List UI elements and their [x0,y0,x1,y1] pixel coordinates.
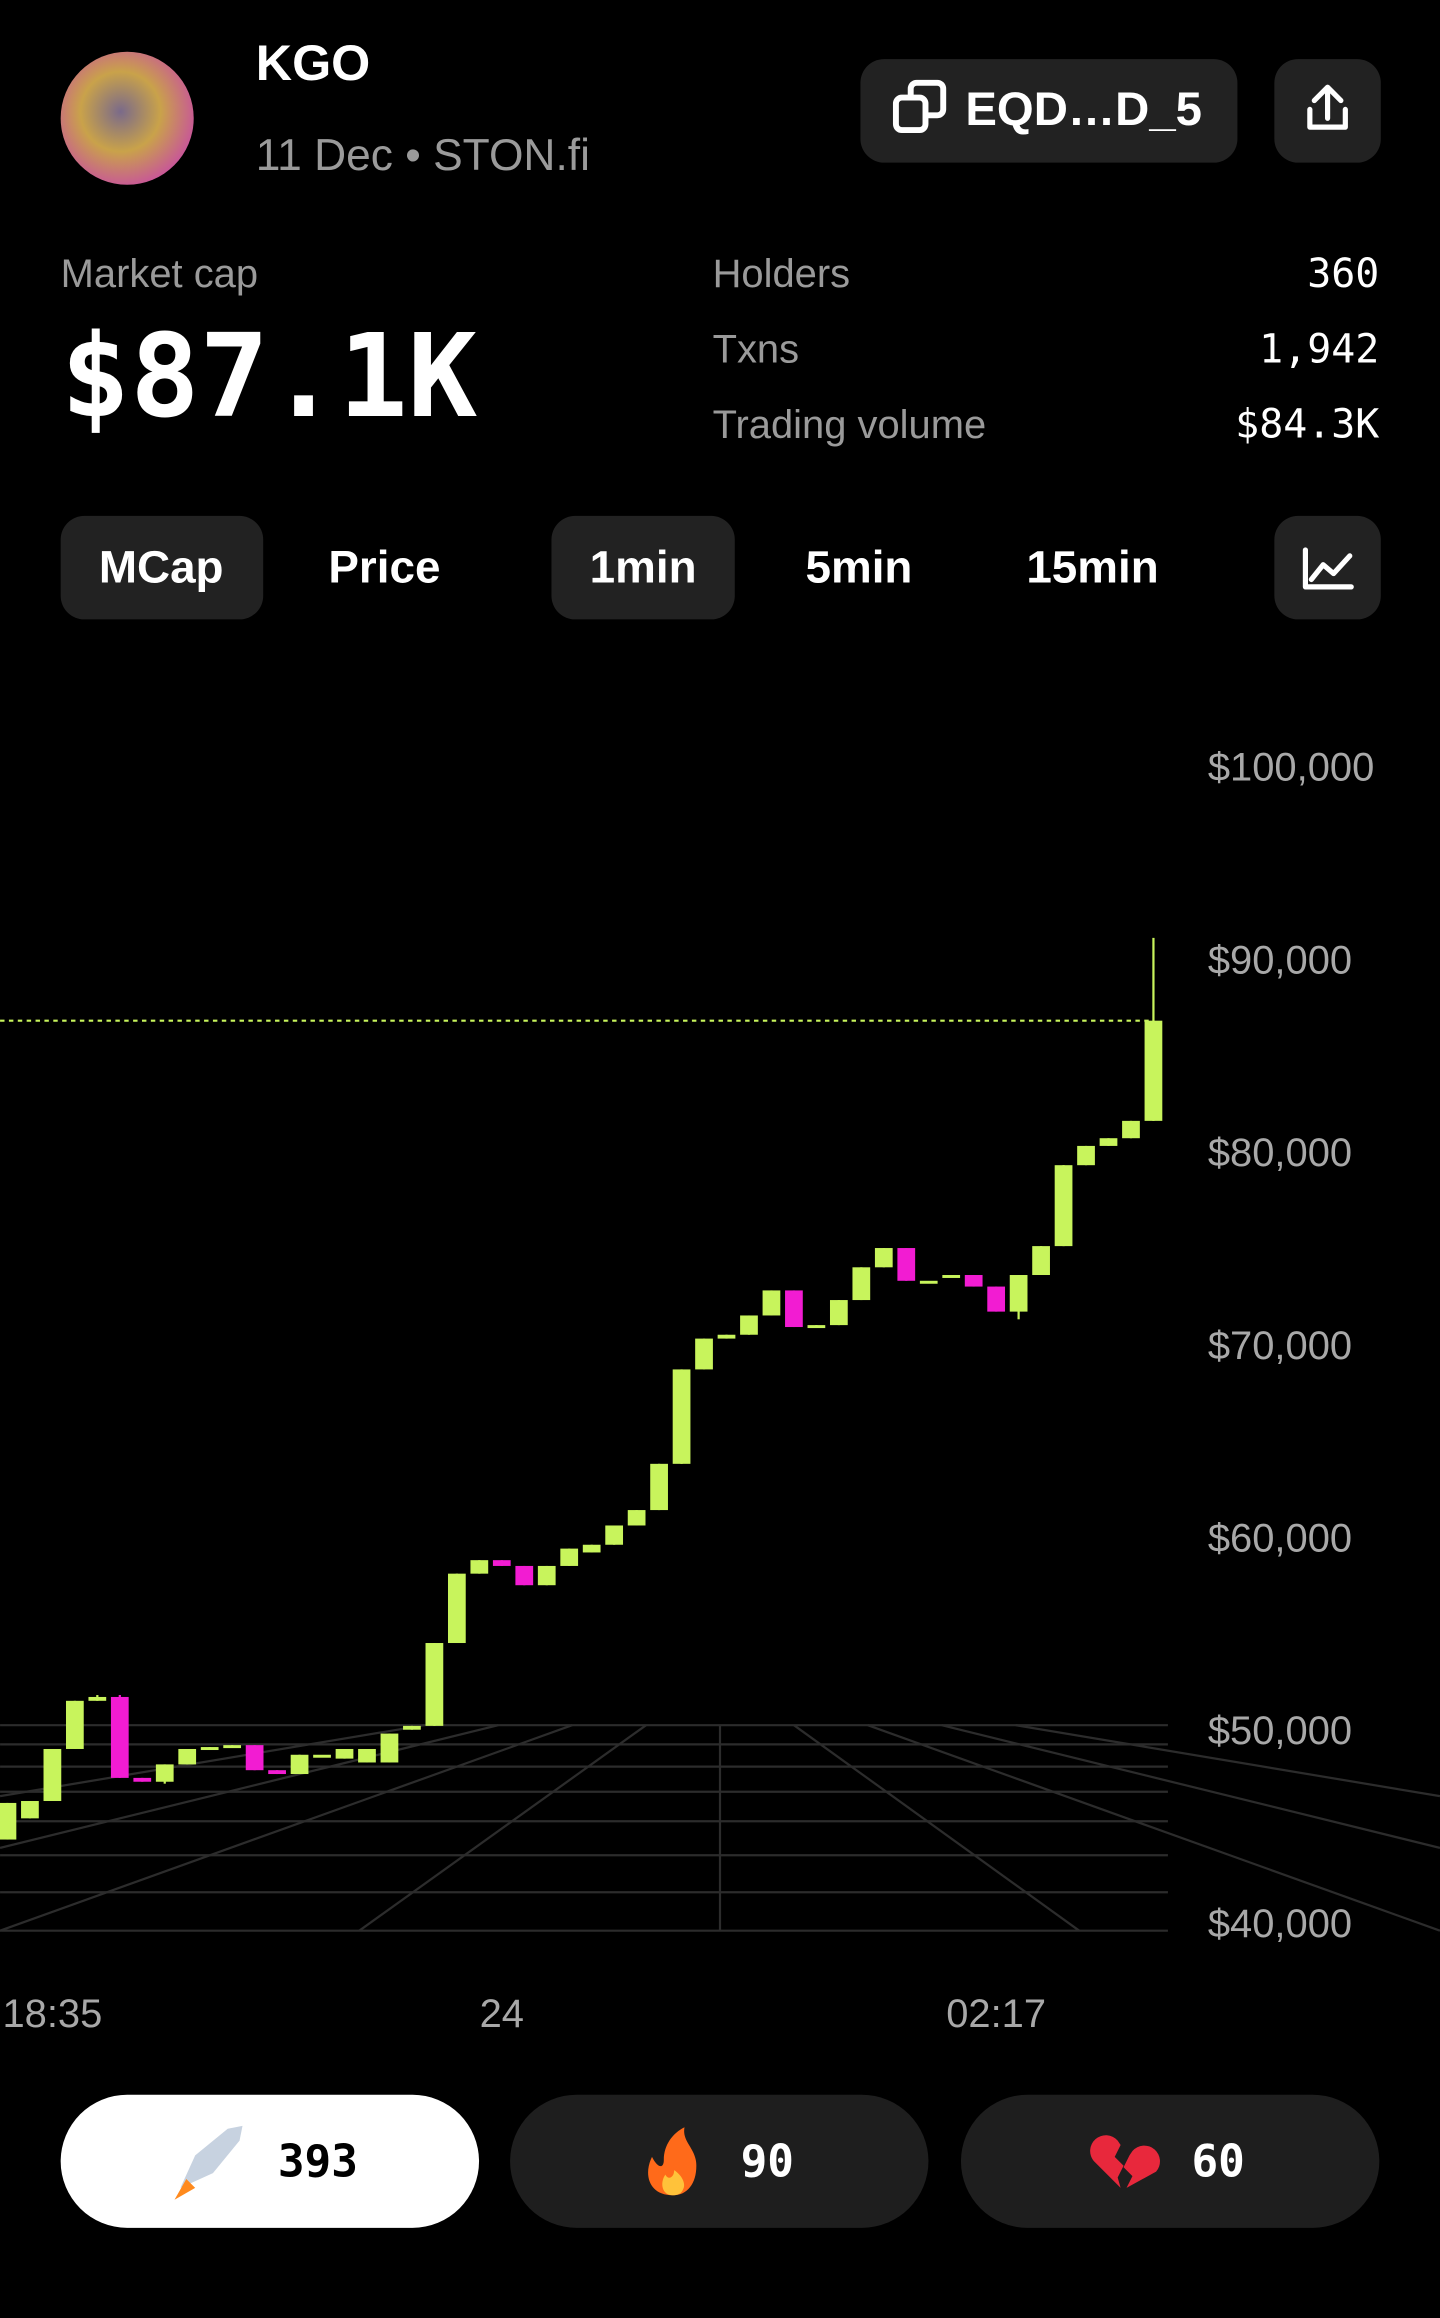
candle-body [762,1290,781,1316]
candle-body [155,1764,174,1782]
metric-tab: MCap [99,542,224,593]
stat-label: Txns [713,327,799,371]
y-tick-label: $70,000 [1208,1324,1352,1368]
token-subtitle: 11 Dec • STON.fi [256,131,590,180]
candle-body [65,1700,84,1749]
candle-body [447,1573,466,1644]
floor-grid [0,1724,1440,1932]
candle-body [537,1565,556,1586]
candle-body [807,1325,826,1329]
candle-body [290,1754,309,1775]
candle-body [133,1777,152,1782]
candle-body [987,1286,1006,1312]
share-icon [1307,84,1348,130]
candle-body [582,1544,601,1553]
copy-icon [892,79,947,134]
stat-value: $84.3K [1235,402,1379,448]
candle-body [964,1275,983,1287]
token-name: KGO [256,35,370,91]
y-tick-label: $50,000 [1208,1709,1352,1753]
candle-body [605,1525,624,1545]
reaction-button[interactable] [510,2094,929,2228]
candle-body [403,1725,421,1730]
market-cap-value: $87.1K [61,310,478,444]
reaction-button[interactable] [960,2094,1380,2228]
metric-tab-active[interactable] [60,515,264,620]
candle-body [470,1560,489,1574]
stat-label: Trading volume [713,403,987,447]
candle-body [88,1696,107,1701]
metric-tab: Price [328,542,440,593]
candle-body [650,1463,668,1511]
candle-body [268,1770,286,1775]
stat-value: 360 [1307,251,1379,297]
stat-value: 1,942 [1259,326,1379,372]
candle-body [1054,1165,1073,1247]
candle-body [21,1801,39,1819]
candle-body [829,1300,848,1326]
candle-body [492,1560,511,1566]
interval-tab: 1min [590,542,697,593]
candle-body [43,1748,62,1802]
candle-body [380,1733,399,1763]
candle-body [1009,1275,1028,1312]
rocket-icon [174,2125,243,2200]
candle-body [1077,1145,1095,1166]
candle-body [110,1696,129,1778]
stat-label: Holders [713,252,851,296]
candle-body [358,1748,376,1763]
candle-body [425,1643,444,1726]
candle-body [1099,1138,1118,1146]
y-tick-label: $40,000 [1208,1902,1352,1946]
reaction-count: 393 [278,2136,358,2187]
y-tick-label: $90,000 [1208,938,1352,982]
candle-body [335,1748,354,1759]
candle-body [1122,1120,1140,1139]
candle-body [785,1290,803,1328]
interval-tab: 5min [805,542,912,593]
candle-body [672,1369,691,1464]
candle-body [919,1280,938,1284]
candle-body [1144,1020,1163,1121]
y-tick-label: $100,000 [1208,746,1374,790]
candle-body [1032,1246,1050,1276]
y-tick-label: $80,000 [1208,1131,1352,1175]
address: EQD…D_5 [965,83,1202,136]
candle-body [897,1248,916,1281]
candle-body [515,1565,534,1586]
reaction-count: 60 [1191,2136,1244,2187]
candle-body [178,1748,197,1765]
chart-icon [1302,547,1354,590]
candle-body [627,1510,646,1526]
reaction-button[interactable] [60,2094,480,2228]
fire-icon [648,2127,697,2196]
candle-body [200,1747,219,1751]
x-tick-label: 24 [480,1992,524,2036]
token-avatar [60,51,194,185]
candle-body [560,1548,579,1566]
address-button[interactable] [860,59,1238,163]
interval-tab: 15min [1026,542,1158,593]
candle-body [0,1802,17,1840]
x-tick-label: 02:17 [946,1992,1046,2036]
broken-heart-icon [1090,2135,1160,2188]
market-cap-label: Market cap [61,252,258,296]
candle-body [695,1338,713,1370]
candle-body [245,1745,264,1771]
candle-body [942,1275,961,1278]
y-tick-label: $60,000 [1208,1516,1352,1560]
x-tick-label: 18:35 [2,1992,102,2036]
candle-body [313,1754,331,1758]
interval-tab-active[interactable] [551,515,735,620]
candle-body [852,1267,871,1301]
candle-body [223,1745,242,1749]
reaction-count: 90 [741,2136,794,2187]
candle-body [717,1334,736,1339]
candle-body [874,1248,893,1268]
candle-body [740,1315,758,1335]
